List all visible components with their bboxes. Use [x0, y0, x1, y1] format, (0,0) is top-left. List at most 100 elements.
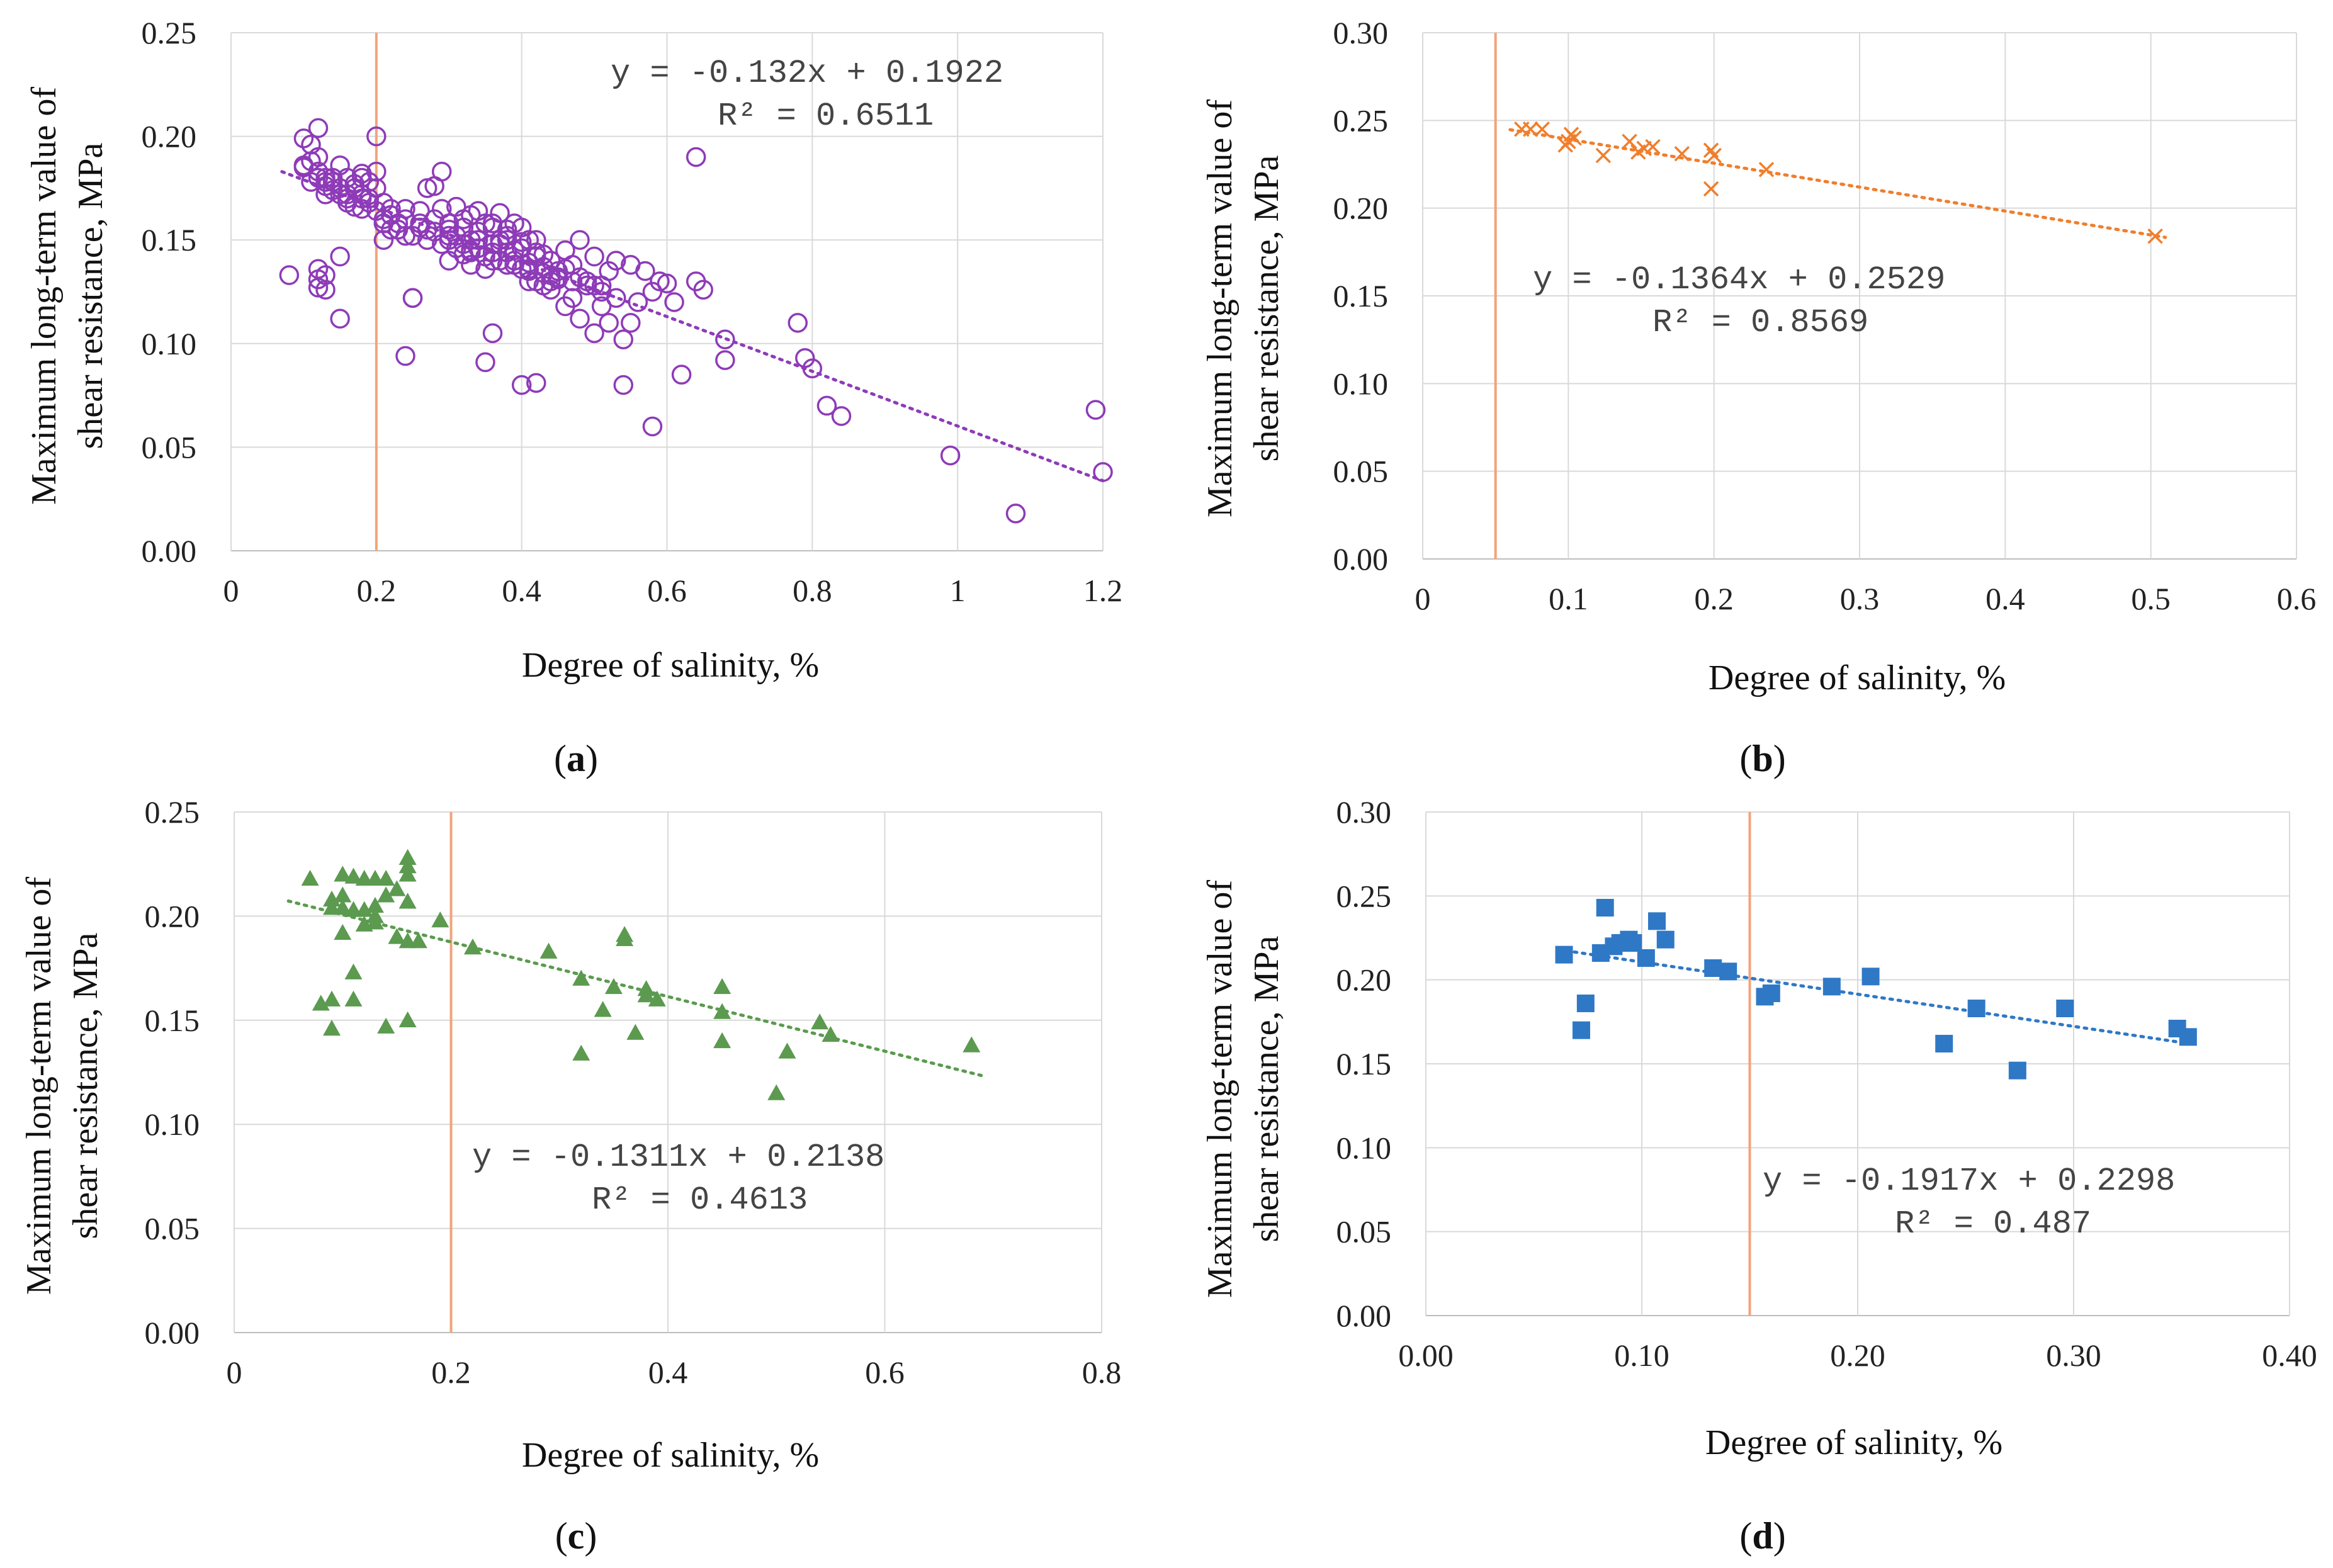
panel-a-data-point: [795, 348, 815, 368]
panel-a-y-axis-title-line1: Maximum long-term value of: [25, 87, 64, 505]
panel-d-gridlines: [1425, 811, 2290, 1316]
panel-a-data-point: [584, 275, 604, 296]
y-tick-label: 0.00: [142, 533, 197, 568]
panel-a-data-point: [308, 161, 329, 182]
y-tick-label: 0.25: [1333, 103, 1389, 138]
y-tick-label: 0.20: [1336, 962, 1392, 998]
panel-a-data-point: [482, 323, 503, 344]
panel-b-y-axis-title-line1: Maximum long-term value of: [1200, 99, 1240, 517]
panel-b-data-point: [1566, 130, 1582, 146]
panel-c-trendline: [286, 899, 985, 1078]
panel-a-data-point: [511, 375, 532, 395]
panel-c-data-point: [344, 867, 363, 884]
panel-a-data-point: [330, 308, 350, 329]
x-tick-label: 0.40: [2262, 1338, 2317, 1373]
panel-d-caption: (d): [1739, 1515, 1785, 1557]
panel-d-trendline: [1564, 949, 2195, 1046]
x-tick-label: 0.30: [2046, 1338, 2101, 1373]
panel-a-data-point: [315, 279, 336, 300]
x-tick-label: 0.4: [648, 1355, 688, 1390]
panel-c-data-point: [398, 893, 417, 909]
panel-a-data-point: [570, 267, 590, 288]
panel-d-data-point: [1637, 949, 1655, 967]
y-tick-label: 0.10: [1336, 1130, 1392, 1165]
panel-a-data-point: [1085, 400, 1106, 420]
panel-d-data-point: [1648, 912, 1666, 930]
panel-b-data-point: [2147, 228, 2163, 244]
panel-a-data-point: [395, 209, 415, 230]
y-tick-label: 0.15: [1333, 278, 1389, 313]
panel-d-data-point: [1576, 995, 1595, 1012]
panel-d-data-point: [1656, 930, 1675, 949]
panel-c-data-point: [377, 886, 395, 903]
panel-a-data-point: [315, 172, 336, 192]
panel-c-data-point: [323, 890, 341, 907]
panel-d-caption-letter: d: [1752, 1515, 1773, 1557]
x-tick-label: 0.6: [865, 1355, 905, 1390]
panel-c-data-point: [334, 923, 352, 940]
panel-a-data-point: [337, 193, 358, 213]
panel-d-r-squared: R² = 0.487: [1895, 1205, 2091, 1243]
panel-c-y-axis-title-line1: Maximum long-term value of: [20, 877, 59, 1295]
panel-a-data-point: [541, 251, 561, 271]
panel-d-data-point: [1822, 978, 1841, 996]
panel-a-data-point: [504, 240, 524, 261]
panel-c-data-point: [388, 928, 406, 944]
y-tick-label: 0.30: [1336, 794, 1392, 830]
panel-d-data-point: [1719, 962, 1737, 981]
panel-c-data-point: [648, 990, 666, 1007]
panel-a-data-point: [475, 259, 495, 279]
panel-c-data-point: [388, 880, 406, 896]
panel-a-data-point: [293, 128, 314, 149]
panel-b-scatter-chart: 0.000.050.100.150.200.250.30 0 0.1 0.2 0.3 0…: [1200, 15, 2316, 779]
panel-a-data-point: [570, 230, 590, 250]
panel-a-data-point: [352, 164, 372, 184]
panel-a-data-point: [940, 445, 961, 466]
y-tick-label: 0.00: [145, 1315, 200, 1350]
y-tick-label: 0.20: [1333, 191, 1389, 226]
x-tick-label: 0.2: [1694, 581, 1734, 616]
y-tick-label: 0.05: [1336, 1214, 1392, 1249]
panel-a-data-point: [395, 346, 415, 366]
panel-a-data-point: [381, 205, 401, 225]
panel-a-data-point: [308, 259, 329, 279]
x-tick-label: 0.8: [1082, 1355, 1122, 1390]
panel-c-data-point: [334, 899, 352, 915]
panel-a-data-point: [279, 265, 300, 285]
panel-d-data-point: [1704, 959, 1722, 977]
x-tick-label: 0.2: [357, 573, 397, 608]
panel-c-data-point: [767, 1084, 786, 1100]
panel-c-data-point: [344, 990, 363, 1007]
panel-a-data-point: [1093, 462, 1113, 482]
panel-b-x-axis-title: Degree of salinity, %: [1709, 658, 2006, 697]
x-tick-label: 0.4: [502, 573, 541, 608]
panel-c-data-point: [398, 1011, 417, 1027]
panel-a-data-point: [337, 184, 358, 205]
panel-a-data-point: [431, 161, 452, 182]
panel-c-data-point: [334, 886, 352, 903]
panel-a-data-point: [816, 395, 837, 416]
panel-a-data-point: [468, 230, 489, 250]
panel-a-data-point: [642, 416, 663, 437]
y-tick-label: 0.10: [142, 326, 197, 361]
panel-b-x-tick-labels: 0 0.1 0.2 0.3 0.4 0.5 0.6: [1415, 581, 2317, 616]
panel-b-trend-equation: y = -0.1364x + 0.2529: [1533, 261, 1945, 298]
panel-a-data-point: [410, 213, 430, 234]
panel-c-data-point: [398, 866, 417, 882]
panel-c-data-point: [713, 1032, 732, 1049]
panel-c-data-point: [398, 857, 417, 874]
panel-c-data-point: [366, 896, 384, 913]
panel-a-data-point: [599, 313, 619, 333]
x-tick-label: 0.4: [1986, 581, 2025, 616]
panel-a-data-point: [584, 246, 604, 267]
panel-c-data-points: [301, 849, 981, 1100]
panel-a-data-point: [308, 269, 329, 290]
x-tick-label: 0.6: [2277, 581, 2317, 616]
panel-b-caption: (b): [1739, 738, 1785, 779]
y-tick-label: 0.15: [145, 1003, 200, 1038]
panel-d-data-point: [1555, 945, 1573, 964]
panel-c-data-point: [431, 911, 449, 928]
panel-c-data-point: [463, 939, 482, 955]
panel-c-data-point: [713, 1003, 732, 1019]
panel-c-x-tick-labels: 0 0.2 0.4 0.6 0.8: [227, 1355, 1122, 1390]
